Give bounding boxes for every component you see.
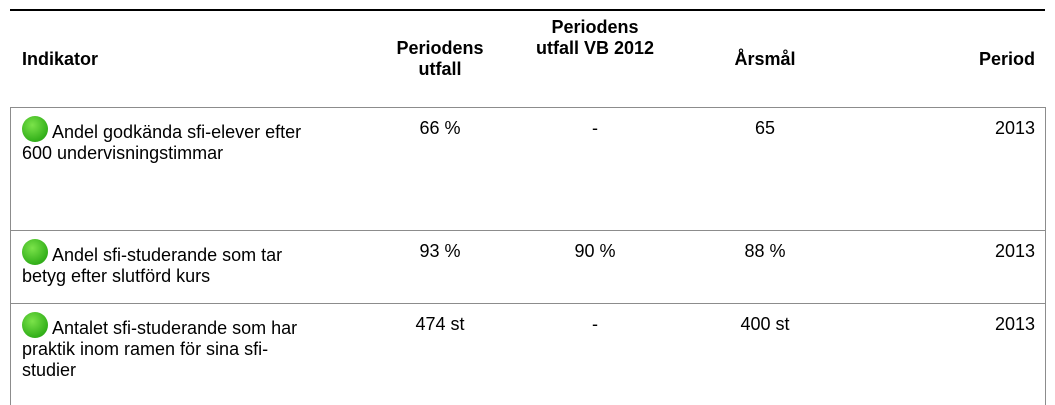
- value-cell: 474 st: [415, 314, 465, 334]
- indicator-text: Andel godkända sfi-elever efter 600 unde…: [22, 122, 302, 163]
- indicator-cell: Antalet sfi-studerande som har praktik i…: [22, 312, 322, 381]
- row-border: [10, 107, 1045, 108]
- status-dot: [22, 239, 48, 265]
- value-cell: 93 %: [419, 241, 461, 261]
- indicator-text: Andel sfi-studerande som tar betyg efter…: [22, 245, 283, 286]
- value-cell: 88 %: [744, 241, 786, 261]
- row-border: [10, 303, 1045, 304]
- header-cell: Årsmål: [734, 49, 796, 69]
- indicator-text: Antalet sfi-studerande som har praktik i…: [22, 318, 298, 380]
- header-cell: Periodens utfall VB 2012: [535, 17, 655, 58]
- indicator-cell: Andel sfi-studerande som tar betyg efter…: [22, 239, 322, 287]
- status-dot: [22, 312, 48, 338]
- header-cell: Period: [978, 49, 1035, 69]
- left-border: [10, 107, 11, 405]
- indicator-cell: Andel godkända sfi-elever efter 600 unde…: [22, 116, 322, 164]
- right-border: [1045, 107, 1046, 405]
- value-cell: 66 %: [419, 118, 461, 138]
- value-cell: 400 st: [740, 314, 790, 334]
- status-dot: [22, 116, 48, 142]
- value-cell: 2013: [994, 118, 1035, 138]
- value-cell: -: [592, 314, 598, 334]
- value-cell: -: [592, 118, 598, 138]
- top-border: [10, 9, 1045, 11]
- value-cell: 65: [754, 118, 776, 138]
- value-cell: 2013: [994, 241, 1035, 261]
- header-cell: Indikator: [22, 49, 99, 69]
- value-cell: 2013: [994, 314, 1035, 334]
- row-border: [10, 230, 1045, 231]
- value-cell: 90 %: [574, 241, 616, 261]
- header-cell: Periodens utfall: [396, 38, 484, 79]
